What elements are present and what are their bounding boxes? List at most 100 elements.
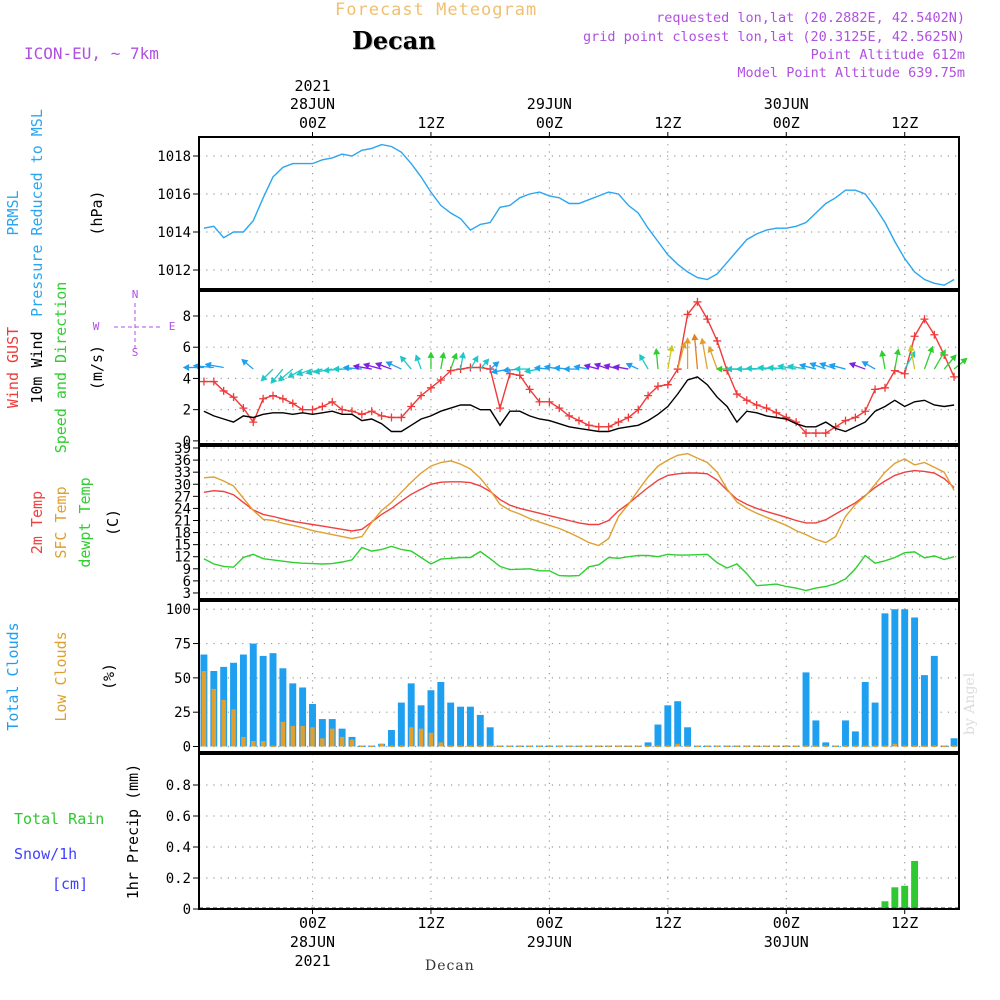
time-axis-label-bottom: 12Z (417, 914, 444, 932)
gust-marker (821, 429, 830, 438)
y-tick-label: 0.2 (166, 871, 191, 887)
wind-arrow-head (757, 364, 764, 372)
y-tick-label: 3 (183, 586, 191, 602)
bar (812, 720, 820, 747)
wind-arrow (414, 354, 422, 370)
wind-arrow-head (374, 361, 383, 369)
wind-arrow-head (907, 344, 915, 352)
time-axis-label-bottom: 00Z (536, 914, 563, 932)
bar (714, 745, 720, 748)
gust-marker (476, 363, 485, 372)
gust-marker (417, 391, 426, 400)
bar (744, 745, 750, 748)
gust-marker (555, 404, 564, 413)
wind-arrow-head (490, 367, 498, 375)
wind-arrow-head (270, 376, 278, 384)
wind-arrow (684, 337, 692, 370)
series-10m-wind (203, 376, 955, 433)
bar (941, 745, 947, 748)
grid-point-coordinates: grid point closest lon,lat (20.3125E, 42… (582, 29, 965, 45)
precip-legend-entry: [cm] (52, 875, 88, 893)
bar (644, 742, 652, 747)
wind-arrow (667, 344, 675, 370)
wind-direction-arrows (182, 333, 968, 384)
bar (654, 724, 662, 747)
bar (320, 738, 325, 747)
wind-arrow (332, 365, 352, 373)
gust-marker (496, 404, 505, 413)
y-tick-label: 1014 (157, 225, 191, 241)
bar (270, 745, 276, 748)
bar (388, 730, 395, 747)
series-line (203, 469, 955, 532)
point-altitude: Point Altitude 612m (810, 47, 965, 63)
wind-arrow (593, 362, 609, 370)
series-line (203, 376, 955, 433)
y-axis-label: Low Clouds (52, 631, 70, 721)
wind-arrow (182, 364, 204, 371)
y-axis-label: (m/s) (88, 345, 106, 390)
gust-marker (693, 297, 702, 306)
gust-marker (841, 416, 850, 425)
time-axis-label-bottom: 28JUN (290, 933, 335, 951)
wind-arrow (777, 363, 797, 371)
y-axis-label: (hPa) (88, 190, 106, 235)
bar (843, 745, 848, 748)
y-tick-label: 0.6 (166, 809, 191, 825)
gust-marker (880, 383, 889, 392)
wind-arrow-head (513, 365, 521, 373)
gust-marker (397, 413, 406, 422)
gust-marker (604, 422, 613, 431)
y-tick-label: 1012 (157, 263, 191, 279)
bar (823, 745, 828, 748)
bar (447, 702, 455, 747)
bar (784, 745, 789, 748)
bar (259, 655, 267, 747)
gust-marker (742, 396, 751, 405)
bar (201, 671, 207, 747)
gust-marker (811, 429, 820, 438)
bar (418, 728, 424, 747)
bar (616, 745, 621, 748)
bar (458, 745, 463, 748)
time-axis-label-top: 00Z (299, 114, 326, 132)
y-axis-label: SFC Temp (52, 486, 70, 558)
gust-marker (249, 418, 258, 427)
compass-north: N (132, 288, 139, 301)
bar (912, 745, 917, 748)
time-axis-label-bottom: 00Z (299, 914, 326, 932)
bar (695, 745, 700, 748)
bar (901, 885, 909, 909)
gust-marker (436, 375, 445, 384)
wind-arrow (953, 357, 968, 370)
time-axis-label-top: 12Z (891, 114, 918, 132)
y-axis-labels: 2m Temp SFC Temp dewpt Temp (C) (28, 477, 122, 567)
y-axis-label: 2m Temp (28, 491, 46, 554)
wind-arrow (450, 352, 458, 370)
bar (882, 745, 888, 748)
precip-legend-entry: Snow/1h (14, 845, 77, 863)
bar (911, 860, 919, 909)
gust-marker (328, 397, 337, 406)
wind-arrow-head (563, 365, 570, 373)
series-prmsl (203, 143, 955, 286)
gust-marker (871, 385, 880, 394)
wind-arrow-head (798, 362, 807, 370)
compass-west: W (93, 320, 100, 333)
y-tick-label: 21 (174, 513, 191, 529)
bar (269, 653, 277, 747)
y-tick-label: 6 (183, 574, 191, 590)
bar (851, 731, 859, 747)
y-axis-labels: Total Clouds Low Clouds (%) (4, 622, 118, 730)
wind-arrow (861, 361, 876, 370)
y-tick-label: 0.4 (166, 840, 191, 856)
y-tick-label: 15 (174, 538, 191, 554)
bar (892, 743, 898, 747)
bar (468, 745, 473, 748)
wind-arrow-head (472, 355, 479, 363)
gust-marker (782, 413, 791, 422)
bar (891, 609, 899, 747)
y-tick-label: 33 (174, 465, 191, 481)
